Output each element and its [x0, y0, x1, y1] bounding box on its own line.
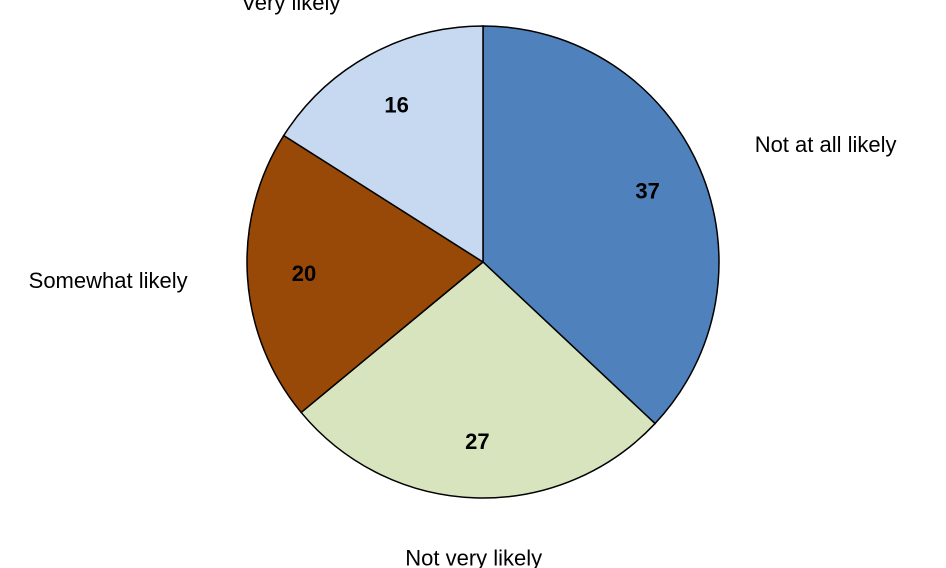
- pie-value-labels: 37 27 20 16: [292, 92, 660, 454]
- pie-value-label-very-likely: 16: [384, 92, 408, 117]
- pie-value-label-somewhat-likely: 20: [292, 261, 316, 286]
- pie-category-labels: Not at all likely Not very likely Somewhat…: [29, 0, 897, 568]
- pie-slice-not-at-all-likely: [482, 25, 720, 425]
- pie-category-label-somewhat-likely: Somewhat likely: [29, 268, 188, 293]
- pie-slices: [246, 25, 720, 499]
- pie-category-label-not-at-all-likely: Not at all likely: [755, 132, 897, 157]
- pie-slice-very-likely: [282, 25, 484, 264]
- pie-value-label-not-at-all-likely: 37: [635, 178, 659, 203]
- pie-value-label-not-very-likely: 27: [465, 429, 489, 454]
- pie-category-label-not-very-likely: Not very likely: [405, 545, 542, 568]
- pie-slice-somewhat-likely: [246, 134, 485, 414]
- pie-slice-not-very-likely: [300, 261, 657, 499]
- pie-category-label-very-likely: Very likely: [241, 0, 340, 15]
